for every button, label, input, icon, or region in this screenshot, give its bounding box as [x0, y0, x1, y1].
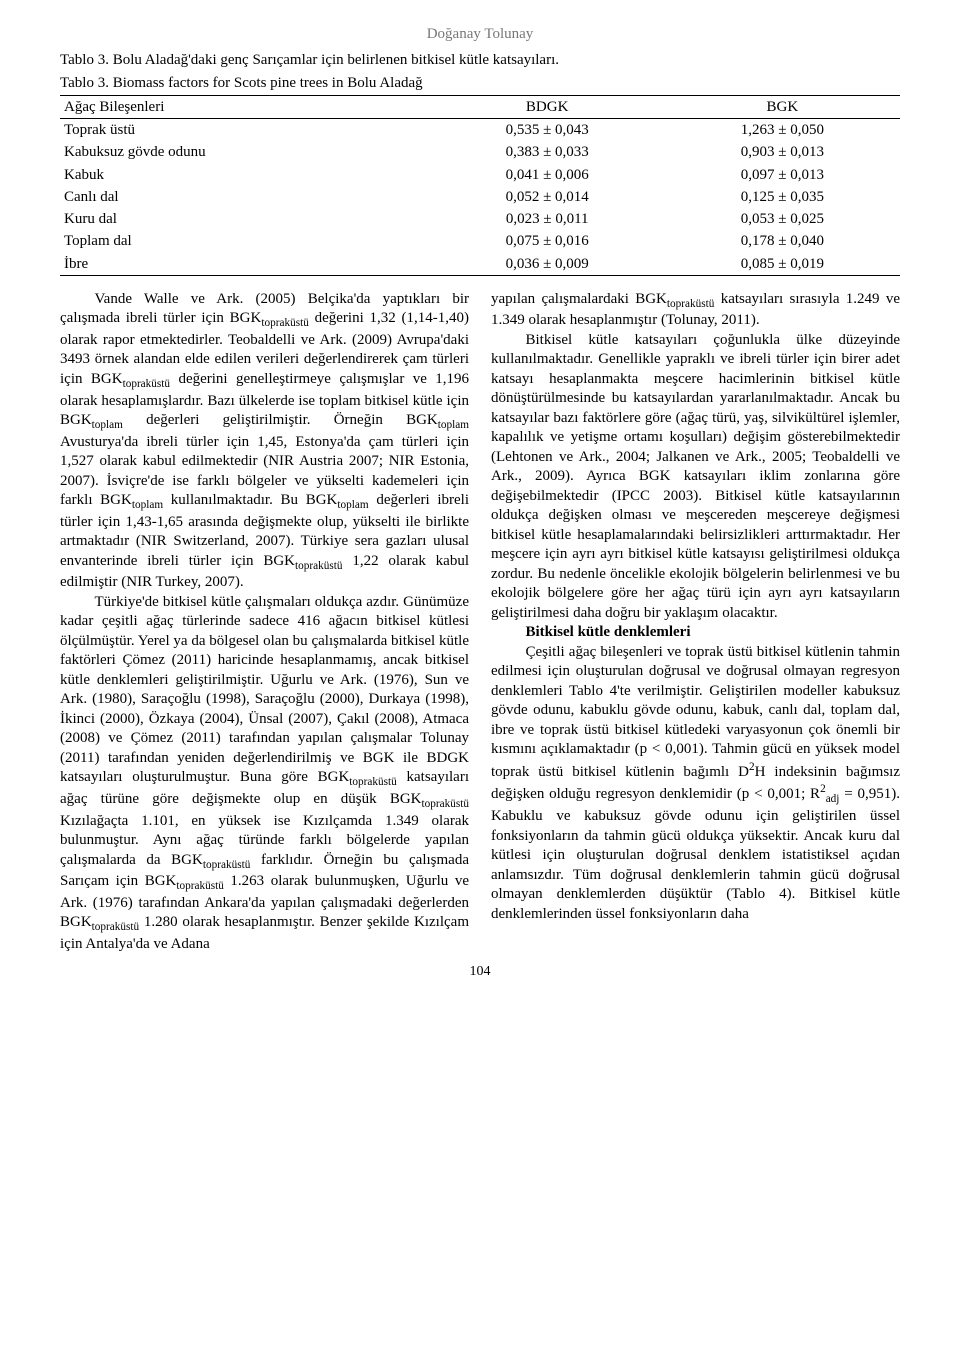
row-bdgk: 0,075 ± 0,016	[430, 230, 665, 252]
body-columns: Vande Walle ve Ark. (2005) Belçika'da ya…	[60, 290, 900, 955]
row-bgk: 0,178 ± 0,040	[665, 230, 900, 252]
table-row: Toprak üstü 0,535 ± 0,043 1,263 ± 0,050	[60, 119, 900, 142]
row-bgk: 0,125 ± 0,035	[665, 186, 900, 208]
row-label: Kabuk	[60, 164, 430, 186]
row-label: Toplam dal	[60, 230, 430, 252]
row-bgk: 1,263 ± 0,050	[665, 119, 900, 142]
body-paragraph: Çeşitli ağaç bileşenleri ve toprak üstü …	[491, 643, 900, 924]
row-label: Toprak üstü	[60, 119, 430, 142]
table-caption-en: Tablo 3. Biomass factors for Scots pine …	[60, 73, 900, 93]
page-number: 104	[60, 963, 900, 982]
section-heading: Bitkisel kütle denklemleri	[491, 623, 900, 643]
body-paragraph: Bitkisel kütle katsayıları çoğunlukla ül…	[491, 331, 900, 624]
table-header-row: Ağaç Bileşenleri BDGK BGK	[60, 95, 900, 118]
row-bdgk: 0,535 ± 0,043	[430, 119, 665, 142]
table-row: Kabuksuz gövde odunu 0,383 ± 0,033 0,903…	[60, 141, 900, 163]
col-header-bgk: BGK	[665, 95, 900, 118]
body-paragraph: yapılan çalışmalardaki BGKtopraküstü kat…	[491, 290, 900, 331]
row-bgk: 0,053 ± 0,025	[665, 208, 900, 230]
row-label: Kabuksuz gövde odunu	[60, 141, 430, 163]
row-bdgk: 0,036 ± 0,009	[430, 253, 665, 276]
row-bgk: 0,903 ± 0,013	[665, 141, 900, 163]
running-head: Doğanay Tolunay	[60, 24, 900, 44]
table-caption-tr: Tablo 3. Bolu Aladağ'daki genç Sarıçamla…	[60, 50, 900, 70]
col-header-component: Ağaç Bileşenleri	[60, 95, 430, 118]
row-label: Canlı dal	[60, 186, 430, 208]
body-paragraph: Vande Walle ve Ark. (2005) Belçika'da ya…	[60, 290, 469, 593]
row-label: Kuru dal	[60, 208, 430, 230]
body-paragraph: Türkiye'de bitkisel kütle çalışmaları ol…	[60, 593, 469, 955]
table-row: Kabuk 0,041 ± 0,006 0,097 ± 0,013	[60, 164, 900, 186]
row-bdgk: 0,383 ± 0,033	[430, 141, 665, 163]
table-row: Toplam dal 0,075 ± 0,016 0,178 ± 0,040	[60, 230, 900, 252]
col-header-bdgk: BDGK	[430, 95, 665, 118]
row-bdgk: 0,041 ± 0,006	[430, 164, 665, 186]
table-row: Kuru dal 0,023 ± 0,011 0,053 ± 0,025	[60, 208, 900, 230]
row-bgk: 0,097 ± 0,013	[665, 164, 900, 186]
table-row: Canlı dal 0,052 ± 0,014 0,125 ± 0,035	[60, 186, 900, 208]
row-bgk: 0,085 ± 0,019	[665, 253, 900, 276]
row-bdgk: 0,052 ± 0,014	[430, 186, 665, 208]
row-label: İbre	[60, 253, 430, 276]
row-bdgk: 0,023 ± 0,011	[430, 208, 665, 230]
biomass-table: Ağaç Bileşenleri BDGK BGK Toprak üstü 0,…	[60, 95, 900, 276]
table-row: İbre 0,036 ± 0,009 0,085 ± 0,019	[60, 253, 900, 276]
